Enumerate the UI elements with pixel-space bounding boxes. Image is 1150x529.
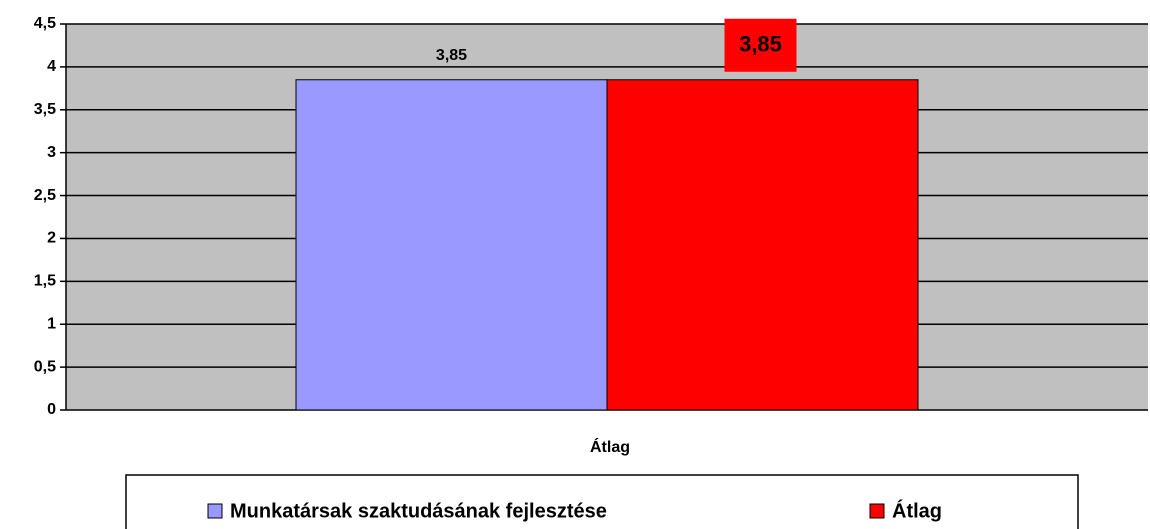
legend-label: Munkatársak szaktudásának fejlesztése: [230, 500, 607, 522]
y-tick-label: 2: [47, 230, 56, 247]
y-tick-label: 3,5: [34, 101, 56, 118]
y-tick-label: 3: [47, 144, 56, 161]
y-tick-label: 0: [47, 401, 56, 418]
value-label-box: [724, 18, 797, 72]
y-tick-label: 4: [47, 58, 56, 75]
value-label: 3,85: [436, 47, 467, 64]
legend-swatch: [869, 503, 885, 519]
x-tick-label: Átlag: [590, 437, 630, 456]
legend: [125, 474, 1079, 529]
legend-label: Átlag: [892, 499, 942, 522]
y-tick-label: 1: [47, 315, 56, 332]
y-tick-label: 2,5: [34, 187, 56, 204]
y-tick-label: 0,5: [34, 358, 56, 375]
bar: [295, 79, 608, 411]
bar: [606, 79, 919, 411]
y-tick-label: 1,5: [34, 273, 56, 290]
y-tick-label: 4,5: [34, 15, 56, 32]
legend-swatch: [207, 503, 223, 519]
value-label: 3,85: [739, 32, 782, 57]
